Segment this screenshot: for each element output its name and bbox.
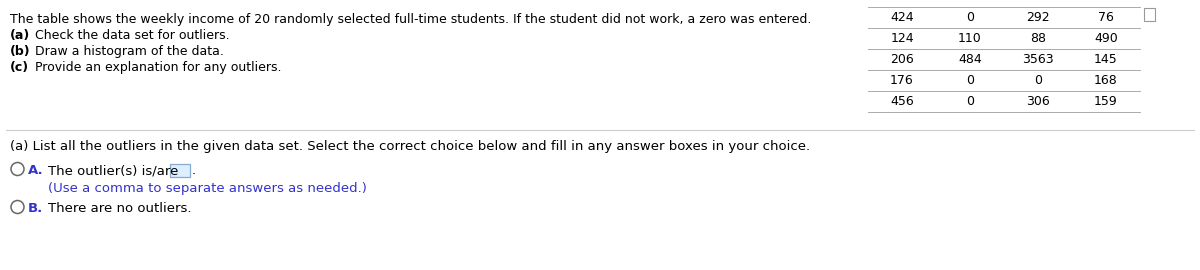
Text: 3563: 3563	[1022, 53, 1054, 66]
Text: 168: 168	[1094, 74, 1118, 87]
Text: (a) List all the outliers in the given data set. Select the correct choice below: (a) List all the outliers in the given d…	[10, 140, 810, 153]
Text: 0: 0	[966, 74, 974, 87]
Text: 88: 88	[1030, 32, 1046, 45]
Text: Check the data set for outliers.: Check the data set for outliers.	[31, 29, 229, 42]
Text: (a): (a)	[10, 29, 30, 42]
Text: The outlier(s) is/are: The outlier(s) is/are	[48, 164, 179, 177]
FancyBboxPatch shape	[170, 164, 190, 177]
Text: 0: 0	[966, 95, 974, 108]
Text: 292: 292	[1026, 11, 1050, 24]
Text: 206: 206	[890, 53, 914, 66]
Text: 456: 456	[890, 95, 914, 108]
Text: 145: 145	[1094, 53, 1118, 66]
Text: Draw a histogram of the data.: Draw a histogram of the data.	[31, 45, 224, 58]
Text: There are no outliers.: There are no outliers.	[48, 202, 192, 215]
Text: 424: 424	[890, 11, 914, 24]
Text: 484: 484	[958, 53, 982, 66]
Text: 124: 124	[890, 32, 914, 45]
Text: 76: 76	[1098, 11, 1114, 24]
Text: A.: A.	[28, 164, 43, 177]
Text: 110: 110	[958, 32, 982, 45]
Text: 490: 490	[1094, 32, 1118, 45]
Text: .: .	[192, 164, 196, 177]
Text: 159: 159	[1094, 95, 1118, 108]
Text: The table shows the weekly income of 20 randomly selected full-time students. If: The table shows the weekly income of 20 …	[10, 13, 811, 26]
Text: (Use a comma to separate answers as needed.): (Use a comma to separate answers as need…	[48, 182, 367, 195]
Text: 306: 306	[1026, 95, 1050, 108]
Text: 0: 0	[1034, 74, 1042, 87]
Text: 176: 176	[890, 74, 914, 87]
FancyBboxPatch shape	[1144, 8, 1154, 21]
Text: (b): (b)	[10, 45, 31, 58]
Text: 0: 0	[966, 11, 974, 24]
Text: (c): (c)	[10, 61, 29, 74]
Text: Provide an explanation for any outliers.: Provide an explanation for any outliers.	[31, 61, 282, 74]
Text: B.: B.	[28, 202, 43, 215]
